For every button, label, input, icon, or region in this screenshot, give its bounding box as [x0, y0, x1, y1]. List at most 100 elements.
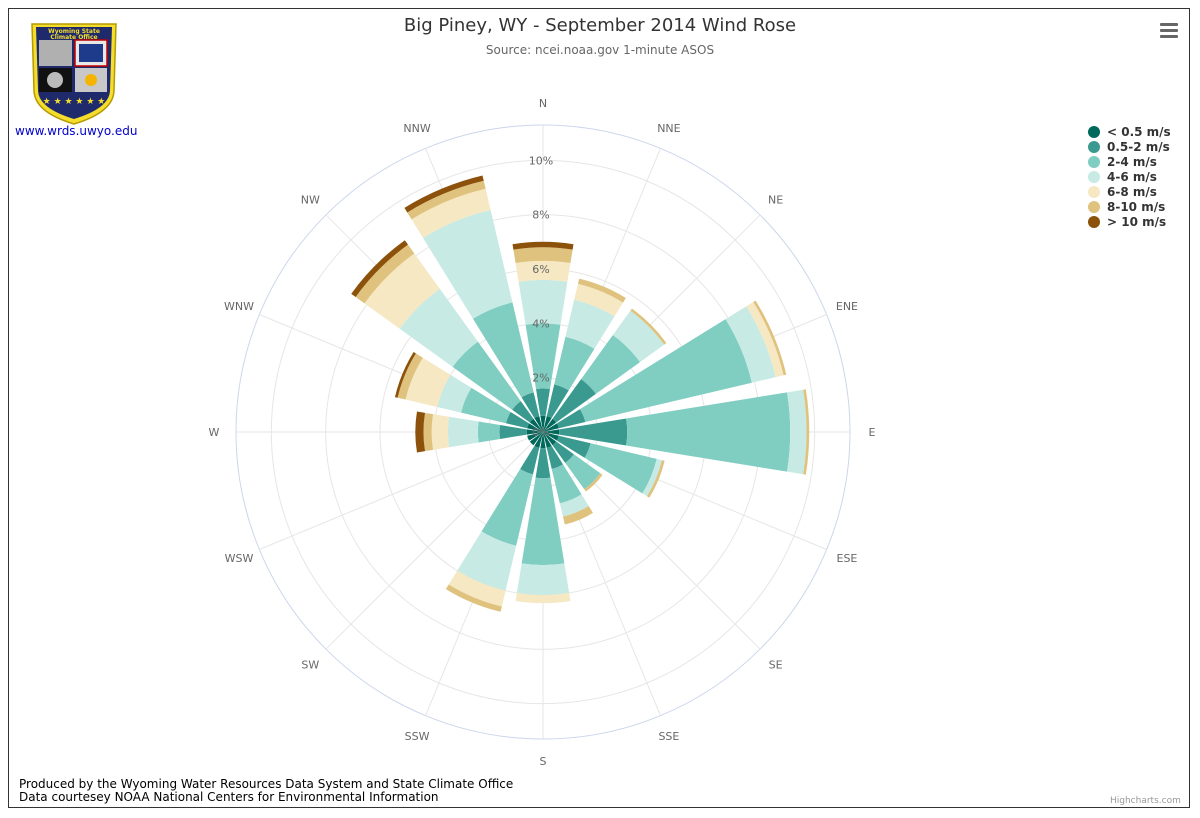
direction-label-s: S	[540, 755, 547, 768]
wedge-ne-series-3	[612, 310, 665, 363]
wedge-ene-series-5	[753, 300, 787, 376]
wedge-nw-series-0	[529, 418, 543, 432]
wedge-w-series-0	[526, 429, 543, 435]
wedge-n-series-3	[518, 279, 568, 325]
legend-marker	[1088, 200, 1100, 213]
wedge-sse-series-2	[551, 464, 582, 504]
wedge-n-series-6	[512, 241, 574, 250]
wedge-ene-series-3	[725, 306, 776, 383]
wedge-nne-series-0	[543, 416, 552, 432]
wedge-sse-series-5	[562, 505, 594, 525]
legend-label: 4-6 m/s	[1107, 169, 1157, 184]
wedge-w-series-1	[499, 425, 527, 439]
wedge-sse-series-3	[559, 494, 589, 517]
logo-link[interactable]: www.wrds.uwyo.edu	[15, 124, 138, 138]
wedge-w-series-2	[477, 421, 501, 443]
wedge-s-series-2	[521, 477, 565, 566]
wedge-nnw-series-6	[404, 175, 484, 213]
wedge-w-series-4	[431, 414, 450, 450]
legend-label: > 10 m/s	[1107, 214, 1167, 229]
wedge-nw-series-4	[364, 253, 440, 329]
legend-item[interactable]: > 10 m/s	[1088, 214, 1171, 229]
hamburger-menu-icon[interactable]	[1156, 20, 1182, 42]
radial-tick-label: 8%	[532, 209, 549, 222]
wedge-ese-series-2	[584, 443, 657, 494]
wedge-ssw-series-2	[481, 468, 534, 546]
legend-item[interactable]: 8-10 m/s	[1088, 199, 1171, 214]
wedge-s-series-4	[515, 592, 571, 604]
direction-label-ne: NE	[768, 193, 783, 206]
radial-tick-label: 10%	[529, 154, 553, 167]
legend-item[interactable]: 0.5-2 m/s	[1088, 139, 1171, 154]
radial-tick-label: 0%	[532, 426, 549, 439]
footer-line-2: Data courtesey NOAA National Centers for…	[19, 790, 439, 804]
wedge-sse-series-0	[543, 432, 552, 448]
direction-label-wnw: WNW	[224, 300, 254, 313]
direction-label-nnw: NNW	[403, 122, 430, 135]
wedge-e-series-2	[626, 392, 791, 472]
direction-label-n: N	[539, 97, 547, 110]
wedge-ssw-series-0	[534, 432, 543, 448]
svg-text:Climate Office: Climate Office	[50, 34, 97, 41]
legend-marker	[1088, 170, 1100, 183]
radial-tick-label: 2%	[532, 372, 549, 385]
legend-label: 2-4 m/s	[1107, 154, 1157, 169]
direction-label-se: SE	[769, 659, 783, 672]
wedge-ne-series-0	[543, 418, 557, 432]
wedge-sse-series-1	[546, 445, 564, 470]
wyoming-climate-office-logo: Wyoming State Climate Office ★ ★ ★ ★ ★ ★	[31, 23, 117, 125]
legend-item[interactable]: < 0.5 m/s	[1088, 124, 1171, 139]
legend-label: 6-8 m/s	[1107, 184, 1157, 199]
wedge-wnw-series-4	[405, 357, 451, 408]
wedge-ese-series-3	[642, 458, 662, 497]
wedge-ne-series-2	[581, 335, 640, 394]
wedge-wnw-series-3	[437, 374, 472, 413]
wedge-e-series-3	[787, 389, 807, 475]
footer: Produced by the Wyoming Water Resources …	[19, 778, 513, 804]
legend-marker	[1088, 140, 1100, 153]
wedge-ene-series-1	[556, 409, 586, 429]
highcharts-credits[interactable]: Highcharts.com	[1110, 796, 1181, 806]
wedge-nw-series-1	[512, 401, 534, 423]
wedge-ssw-series-5	[445, 584, 502, 612]
wedge-ene-series-2	[579, 319, 752, 423]
chart-subtitle: Source: ncei.noaa.gov 1-minute ASOS	[485, 43, 715, 57]
wedge-nne-series-4	[574, 283, 624, 317]
wedge-nnw-series-4	[411, 188, 491, 238]
direction-label-ssw: SSW	[405, 730, 430, 743]
direction-label-ese: ESE	[837, 552, 858, 565]
direction-label-w: W	[209, 426, 220, 439]
wedge-se-series-5	[584, 473, 603, 492]
wedge-e-series-1	[559, 418, 628, 446]
wedge-ssw-series-1	[520, 445, 540, 475]
wedge-sw-series-0	[529, 432, 543, 446]
wedge-nne-series-1	[546, 384, 569, 419]
direction-label-sw: SW	[301, 659, 319, 672]
wedge-wnw-series-5	[397, 353, 423, 400]
wedge-se-series-0	[543, 432, 557, 446]
legend-item[interactable]: 6-8 m/s	[1088, 184, 1171, 199]
grid-spoke	[259, 431, 544, 550]
wedge-nw-series-5	[355, 244, 415, 304]
chart-title: Big Piney, WY - September 2014 Wind Rose	[403, 15, 797, 36]
wedge-ne-series-5	[630, 308, 667, 345]
wedge-e-series-0	[543, 429, 560, 435]
svg-text:Wyoming State: Wyoming State	[48, 28, 100, 35]
radial-tick-label: 6%	[532, 263, 549, 276]
legend-marker	[1088, 125, 1100, 138]
wedge-n-series-1	[536, 388, 550, 416]
wedge-nnw-series-3	[422, 209, 513, 319]
direction-label-nne: NNE	[657, 122, 680, 135]
legend-item[interactable]: 4-6 m/s	[1088, 169, 1171, 184]
wedge-nnw-series-2	[472, 302, 534, 398]
wedge-wsw-series-0	[527, 432, 543, 441]
legend-item[interactable]: 2-4 m/s	[1088, 154, 1171, 169]
wedge-ene-series-4	[746, 301, 784, 378]
wedge-n-series-2	[525, 323, 561, 390]
direction-label-e: E	[869, 426, 876, 439]
wedge-nne-series-5	[577, 278, 626, 303]
direction-label-wsw: WSW	[225, 552, 254, 565]
wedge-s-series-1	[535, 448, 551, 479]
wedge-w-series-3	[447, 416, 479, 448]
wedge-n-series-5	[513, 247, 573, 264]
